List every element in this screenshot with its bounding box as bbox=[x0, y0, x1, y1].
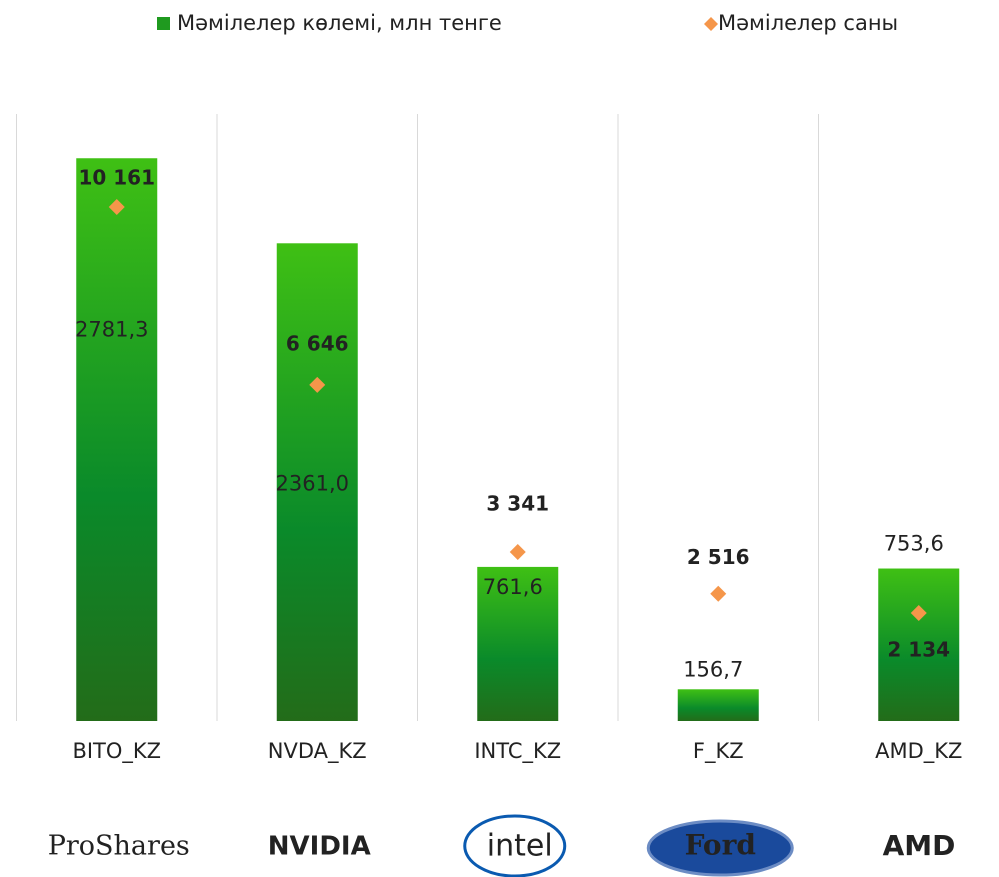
diamond-value-label: 3 341 bbox=[486, 492, 549, 516]
bar bbox=[477, 566, 559, 721]
bar-value-label: 156,7 bbox=[683, 657, 743, 681]
diamond-marker bbox=[509, 544, 526, 561]
diamond-marker bbox=[710, 585, 727, 602]
diamond-marker bbox=[108, 199, 125, 216]
bar bbox=[76, 158, 158, 721]
diamond-value-label: 2 134 bbox=[887, 638, 950, 662]
bar-value-label: 2781,3 bbox=[75, 317, 148, 341]
diamond-value-label: 6 646 bbox=[286, 331, 349, 355]
logo-shape bbox=[646, 819, 794, 877]
x-tick-label: AMD_KZ bbox=[875, 739, 962, 764]
logo: ProShares bbox=[48, 831, 190, 862]
legend-swatch bbox=[704, 17, 718, 31]
bar-value-label: 753,6 bbox=[884, 532, 944, 556]
x-tick-label: BITO_KZ bbox=[72, 739, 161, 764]
x-tick-label: NVDA_KZ bbox=[268, 739, 367, 764]
diamond-value-label: 10 161 bbox=[78, 166, 155, 190]
legend-label: Мәмілелер көлемі, млн тенге bbox=[177, 11, 502, 35]
diamond-value-label: 2 516 bbox=[687, 545, 750, 569]
diamond-marker bbox=[309, 376, 326, 393]
logo: AMD bbox=[883, 829, 956, 862]
bar bbox=[276, 243, 358, 721]
legend-swatch bbox=[157, 17, 170, 30]
legend-label: Мәмілелер саны bbox=[718, 11, 898, 35]
diamond-marker bbox=[910, 605, 927, 622]
logo: Ford bbox=[685, 829, 756, 862]
x-tick-label: INTC_KZ bbox=[474, 739, 561, 764]
bar bbox=[878, 568, 960, 721]
logo-shape bbox=[463, 814, 567, 877]
logo: intel bbox=[487, 829, 553, 864]
bar bbox=[677, 689, 759, 721]
bar-value-label: 2361,0 bbox=[276, 471, 349, 495]
bar-value-label: 761,6 bbox=[483, 575, 543, 599]
x-tick-label: F_KZ bbox=[693, 739, 744, 764]
logo: NVIDIA bbox=[268, 832, 371, 862]
